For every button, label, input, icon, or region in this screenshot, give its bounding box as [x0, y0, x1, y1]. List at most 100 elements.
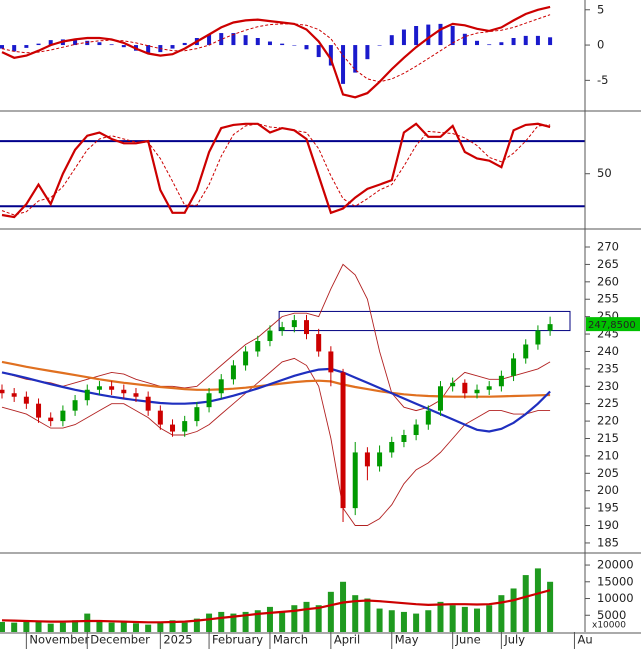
candle-body [109, 386, 115, 390]
candle-body [157, 410, 163, 425]
bar [206, 613, 213, 632]
candle-body [340, 372, 346, 509]
y-tick-label: 210 [597, 448, 619, 462]
y-tick-label: 190 [597, 518, 619, 532]
y-tick-label: 255 [597, 292, 619, 306]
y-tick-label: 225 [597, 396, 619, 410]
y-tick-label: 5000 [597, 608, 626, 622]
line [1, 367, 551, 433]
bar [254, 610, 261, 632]
bar [292, 45, 297, 46]
bar [12, 45, 17, 52]
bar [243, 35, 248, 46]
x-tick-label: July [503, 633, 525, 647]
candle-body [498, 375, 504, 387]
bar [523, 35, 528, 46]
line [1, 5, 551, 99]
bar [400, 611, 407, 632]
candle-body [462, 382, 468, 394]
line [1, 14, 551, 83]
bar [280, 43, 285, 46]
candle-body [535, 330, 541, 345]
bar [340, 581, 347, 632]
bar [401, 29, 406, 46]
candle-body [267, 330, 273, 342]
y-tick-label: 0 [597, 38, 604, 52]
candle-body [230, 365, 236, 380]
candle-body [206, 393, 212, 408]
bar [231, 33, 236, 46]
bar [352, 595, 359, 632]
bar [169, 620, 176, 632]
y-tick-label: 195 [597, 501, 619, 515]
bar [218, 611, 225, 632]
bar [59, 622, 66, 632]
candle-body [11, 393, 17, 397]
bar [304, 45, 309, 50]
candle-body [133, 393, 139, 397]
candle-body [328, 351, 334, 373]
candle-body [389, 441, 395, 453]
bar [499, 42, 504, 46]
bar [449, 605, 456, 632]
bar [487, 44, 492, 46]
x-tick-label: December [90, 633, 150, 647]
bar [36, 43, 41, 46]
bar [462, 33, 467, 46]
candle-body [170, 424, 176, 432]
bar [547, 581, 554, 632]
bar [255, 38, 260, 46]
candle-body [425, 410, 431, 425]
y-tick-label: 220 [597, 414, 619, 428]
y-tick-label: 240 [597, 344, 619, 358]
candle-body [279, 327, 285, 331]
y-tick-label: 270 [597, 240, 619, 254]
bar [389, 35, 394, 46]
bar [461, 606, 468, 632]
bar [242, 611, 249, 632]
bar [170, 45, 175, 49]
x-tick-label: May [395, 633, 419, 647]
bar [0, 621, 5, 632]
candle-body [194, 407, 200, 422]
y-tick-label: 185 [597, 535, 619, 549]
candle-body [218, 379, 224, 394]
bar [108, 622, 115, 632]
bar [327, 591, 334, 632]
bar [219, 33, 224, 46]
bar [475, 40, 480, 46]
bar [47, 623, 54, 632]
bar [315, 605, 322, 632]
candle-body [96, 386, 102, 390]
candle-body [450, 382, 456, 387]
bar [376, 608, 383, 632]
line [1, 357, 551, 526]
candle-body [364, 452, 370, 467]
candle-body [413, 424, 419, 436]
y-tick-label: 235 [597, 361, 619, 375]
bar [193, 618, 200, 632]
candle-body [145, 396, 151, 411]
x-tick-label: June [455, 633, 481, 647]
bar [364, 598, 371, 632]
candle-body [72, 400, 78, 411]
x-tick-label: Au [577, 633, 592, 647]
bar [291, 605, 298, 632]
bar [316, 45, 321, 58]
bar [97, 42, 102, 46]
line [1, 360, 551, 398]
bar [132, 623, 139, 632]
unit-label: x10000 [592, 621, 626, 631]
candle-body [60, 410, 66, 422]
bar [498, 595, 505, 632]
y-tick-label: 230 [597, 379, 619, 393]
bar [474, 608, 481, 632]
bar [85, 40, 90, 46]
bar [121, 45, 126, 48]
bar [279, 611, 286, 632]
bar [425, 610, 432, 632]
bar [377, 45, 382, 46]
bar [157, 621, 164, 632]
bar [511, 38, 516, 46]
